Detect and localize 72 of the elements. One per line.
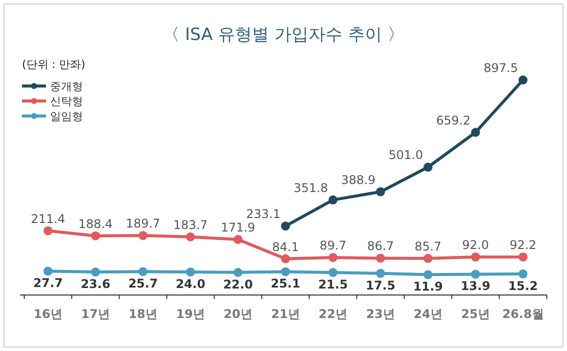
point: [186, 232, 195, 242]
point: [138, 267, 148, 276]
data-label: 501.0: [388, 148, 423, 162]
data-label: 92.0: [462, 238, 489, 252]
data-label: 897.5: [484, 61, 518, 75]
x-tick-label: 23년: [366, 307, 395, 321]
point: [328, 268, 338, 278]
point: [424, 162, 432, 172]
point: [376, 254, 385, 263]
text: (단위 : 만좌): [22, 58, 86, 71]
chart-title: 〈 ISA 유형별 가입자수 추이 〉: [162, 25, 404, 45]
point: [186, 267, 195, 276]
data-label: 25.1: [270, 276, 300, 291]
point: [518, 269, 528, 278]
data-label: 659.2: [436, 113, 470, 128]
point: [471, 270, 480, 279]
point: [424, 254, 432, 263]
point: [518, 76, 528, 84]
point: [376, 187, 385, 196]
x-tick-label: 25년: [461, 307, 490, 321]
data-label: 171.9: [220, 220, 256, 234]
x-tick-label: 21년: [271, 307, 300, 321]
x-tick-label: 24년: [414, 307, 442, 321]
x-tick-label: 18년: [128, 307, 158, 321]
data-label: 388.9: [341, 172, 376, 187]
data-label: 17.5: [366, 278, 396, 292]
data-label: 183.7: [173, 218, 208, 232]
x-tick-label: 16년: [34, 307, 62, 321]
point: [518, 252, 528, 262]
data-label: 189.7: [126, 216, 160, 231]
point: [424, 270, 432, 280]
data-label: 92.2: [510, 238, 536, 252]
data-label: 15.2: [508, 278, 538, 293]
x-tick-label: 17년: [81, 307, 110, 321]
data-label: 84.1: [272, 240, 299, 254]
data-label: 21.5: [318, 278, 348, 292]
legend-label: 일임형: [50, 110, 83, 123]
point: [281, 222, 290, 231]
data-label: 13.9: [460, 279, 490, 294]
point: [234, 268, 242, 277]
data-label: 22.0: [223, 277, 253, 292]
point: [44, 266, 52, 276]
point: [328, 195, 338, 204]
data-label: 351.8: [294, 180, 328, 195]
point: [281, 254, 290, 264]
legend-label: 신탁형: [50, 95, 83, 108]
data-label: 85.7: [414, 239, 442, 254]
data-label: 211.4: [30, 212, 66, 226]
data-label: 25.7: [128, 276, 158, 291]
data-label: 188.4: [78, 216, 113, 231]
data-label: 24.0: [176, 276, 206, 291]
x-tick-label: 22년: [318, 307, 348, 321]
data-label: 11.9: [413, 280, 443, 294]
point: [281, 267, 290, 276]
point: [471, 128, 480, 137]
point: [471, 252, 480, 262]
point: [91, 268, 100, 277]
x-tick-label: 20년: [224, 307, 252, 321]
data-label: 233.1: [246, 207, 280, 222]
data-label: 27.7: [33, 276, 63, 290]
x-tick-label: 19년: [176, 307, 205, 321]
data-label: 23.6: [80, 277, 110, 292]
data-label: 86.7: [367, 239, 394, 254]
point: [234, 234, 242, 244]
data-label: 89.7: [320, 238, 346, 253]
point: [138, 231, 148, 240]
legend-label: 중개형: [50, 80, 83, 93]
x-tick-label: 26.8월: [502, 307, 544, 321]
point: [44, 226, 52, 236]
point: [91, 231, 100, 240]
point: [376, 268, 385, 278]
point: [328, 253, 338, 262]
